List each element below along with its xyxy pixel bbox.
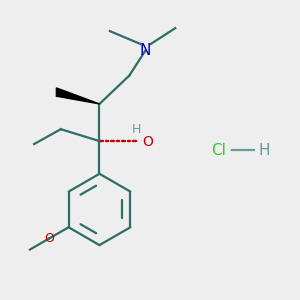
Text: N: N [140,43,151,58]
Text: O: O [142,135,153,149]
Text: Cl: Cl [211,142,226,158]
Text: O: O [44,232,54,244]
Text: H: H [132,123,141,136]
Text: H: H [259,142,270,158]
Polygon shape [56,88,100,104]
